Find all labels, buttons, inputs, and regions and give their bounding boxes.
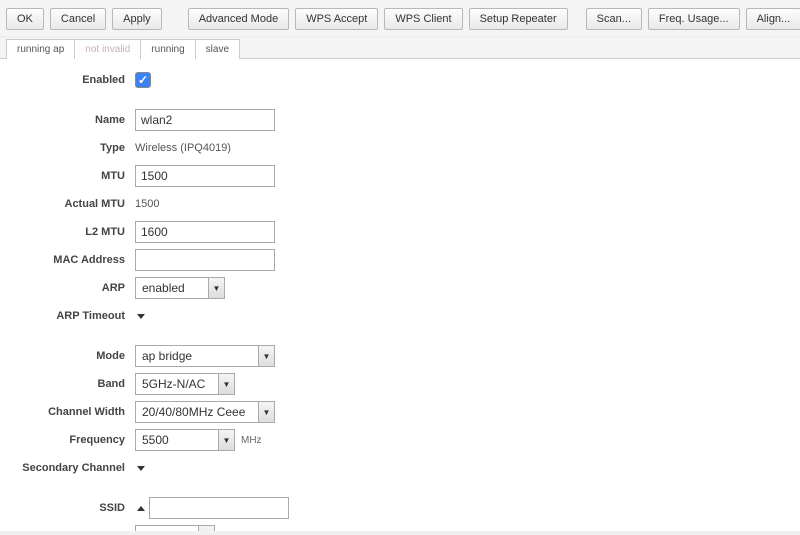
tab-slave[interactable]: slave bbox=[195, 39, 240, 59]
freq-usage-button[interactable]: Freq. Usage... bbox=[648, 8, 740, 30]
align-button[interactable]: Align... bbox=[746, 8, 800, 30]
secondary-channel-label: Secondary Channel bbox=[10, 462, 135, 474]
dropdown-icon: ▼ bbox=[218, 430, 234, 450]
l2-mtu-input[interactable] bbox=[135, 221, 275, 243]
dropdown-icon: ▼ bbox=[218, 374, 234, 394]
dropdown-icon: ▼ bbox=[208, 278, 224, 298]
mac-address-label: MAC Address bbox=[10, 254, 135, 266]
type-value: Wireless (IPQ4019) bbox=[135, 142, 231, 154]
mode-select[interactable]: ap bridge ▼ bbox=[135, 345, 275, 367]
dropdown-icon: ▼ bbox=[198, 526, 214, 531]
form-area: Enabled ✓ Name Type Wireless (IPQ4019) M… bbox=[0, 59, 800, 531]
dropdown-icon: ▼ bbox=[258, 402, 274, 422]
security-profile-select[interactable]: default ▼ bbox=[135, 525, 215, 531]
apply-button[interactable]: Apply bbox=[112, 8, 162, 30]
tab-running-ap[interactable]: running ap bbox=[6, 39, 75, 59]
wps-client-button[interactable]: WPS Client bbox=[384, 8, 462, 30]
arp-select-value: enabled bbox=[136, 281, 208, 295]
mac-address-input[interactable] bbox=[135, 249, 275, 271]
frequency-select[interactable]: 5500 ▼ bbox=[135, 429, 235, 451]
channel-width-select-value: 20/40/80MHz Ceee bbox=[136, 405, 258, 419]
enabled-checkbox[interactable]: ✓ bbox=[135, 72, 151, 88]
channel-width-label: Channel Width bbox=[10, 406, 135, 418]
frequency-unit: MHz bbox=[241, 435, 262, 446]
arp-label: ARP bbox=[10, 282, 135, 294]
wps-accept-button[interactable]: WPS Accept bbox=[295, 8, 378, 30]
type-label: Type bbox=[10, 142, 135, 154]
mode-label: Mode bbox=[10, 350, 135, 362]
band-select[interactable]: 5GHz-N/AC ▼ bbox=[135, 373, 235, 395]
name-input[interactable] bbox=[135, 109, 275, 131]
setup-repeater-button[interactable]: Setup Repeater bbox=[469, 8, 568, 30]
ssid-label: SSID bbox=[10, 502, 135, 514]
mode-select-value: ap bridge bbox=[136, 349, 258, 363]
arp-timeout-label: ARP Timeout bbox=[10, 310, 135, 322]
scan-button[interactable]: Scan... bbox=[586, 8, 642, 30]
actual-mtu-label: Actual MTU bbox=[10, 198, 135, 210]
frequency-label: Frequency bbox=[10, 434, 135, 446]
channel-width-select[interactable]: 20/40/80MHz Ceee ▼ bbox=[135, 401, 275, 423]
mtu-input[interactable] bbox=[135, 165, 275, 187]
l2-mtu-label: L2 MTU bbox=[10, 226, 135, 238]
tab-not-invalid[interactable]: not invalid bbox=[74, 39, 141, 59]
mtu-label: MTU bbox=[10, 170, 135, 182]
ssid-collapse-icon[interactable] bbox=[137, 506, 145, 511]
actual-mtu-value: 1500 bbox=[135, 198, 159, 210]
status-tabs: running ap not invalid running slave bbox=[0, 38, 800, 59]
cancel-button[interactable]: Cancel bbox=[50, 8, 106, 30]
band-label: Band bbox=[10, 378, 135, 390]
tab-running[interactable]: running bbox=[140, 39, 195, 59]
band-select-value: 5GHz-N/AC bbox=[136, 377, 218, 391]
arp-timeout-expand-icon[interactable] bbox=[137, 314, 145, 319]
ssid-input[interactable] bbox=[149, 497, 289, 519]
security-profile-label: Security Profile bbox=[10, 530, 135, 531]
ok-button[interactable]: OK bbox=[6, 8, 44, 30]
secondary-channel-expand-icon[interactable] bbox=[137, 466, 145, 471]
enabled-label: Enabled bbox=[10, 74, 135, 86]
top-toolbar: OK Cancel Apply Advanced Mode WPS Accept… bbox=[0, 0, 800, 36]
dropdown-icon: ▼ bbox=[258, 346, 274, 366]
advanced-mode-button[interactable]: Advanced Mode bbox=[188, 8, 290, 30]
name-label: Name bbox=[10, 114, 135, 126]
frequency-select-value: 5500 bbox=[136, 433, 218, 447]
security-profile-select-value: default bbox=[136, 529, 198, 531]
arp-select[interactable]: enabled ▼ bbox=[135, 277, 225, 299]
